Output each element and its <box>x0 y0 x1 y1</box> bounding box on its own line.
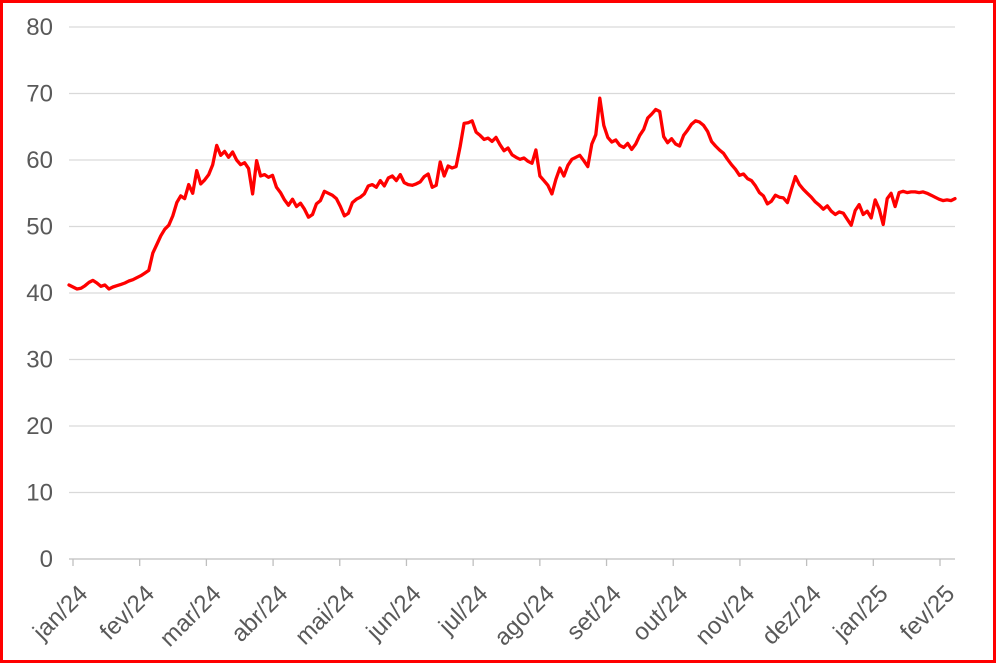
x-axis-tick-label: nov/24 <box>690 580 760 650</box>
x-axis-tick-label: fev/25 <box>895 580 960 645</box>
y-axis-tick-label: 40 <box>26 280 53 307</box>
data-series-group <box>67 96 957 291</box>
y-axis-tick-label: 0 <box>40 546 53 573</box>
y-axis-tick-label: 20 <box>26 413 53 440</box>
y-axis-tick-label: 10 <box>26 480 53 507</box>
x-axis-tick-label: abr/24 <box>226 580 293 647</box>
x-axis-tick-label: dez/24 <box>757 580 827 650</box>
y-axis-tick-label: 30 <box>26 347 53 374</box>
y-axis-labels-group: 0 10 20 30 40 50 60 70 80 <box>26 14 53 573</box>
y-axis-tick-label: 50 <box>26 214 53 241</box>
x-axis-tick-label: out/24 <box>627 580 693 646</box>
data-series-line <box>67 96 957 291</box>
x-axis-tick-label: jul/24 <box>433 580 493 640</box>
y-axis-tick-label: 80 <box>26 14 53 41</box>
gridlines-group <box>69 26 955 560</box>
y-axis-tick-label: 60 <box>26 147 53 174</box>
x-axis-tick-label: jun/24 <box>361 580 427 646</box>
x-axis-tick-label: mar/24 <box>155 580 227 652</box>
x-axis-tick-label: jan/24 <box>27 580 93 646</box>
x-axis-group <box>72 559 941 566</box>
y-axis-tick-label: 70 <box>26 81 53 108</box>
x-axis-tick-label: set/24 <box>561 580 626 645</box>
x-axis-tick-label: ago/24 <box>489 580 560 651</box>
x-axis-tick-label: mai/24 <box>290 580 360 650</box>
x-axis-tick-label: jan/25 <box>828 580 894 646</box>
x-axis-tick-label: fev/24 <box>95 580 160 645</box>
